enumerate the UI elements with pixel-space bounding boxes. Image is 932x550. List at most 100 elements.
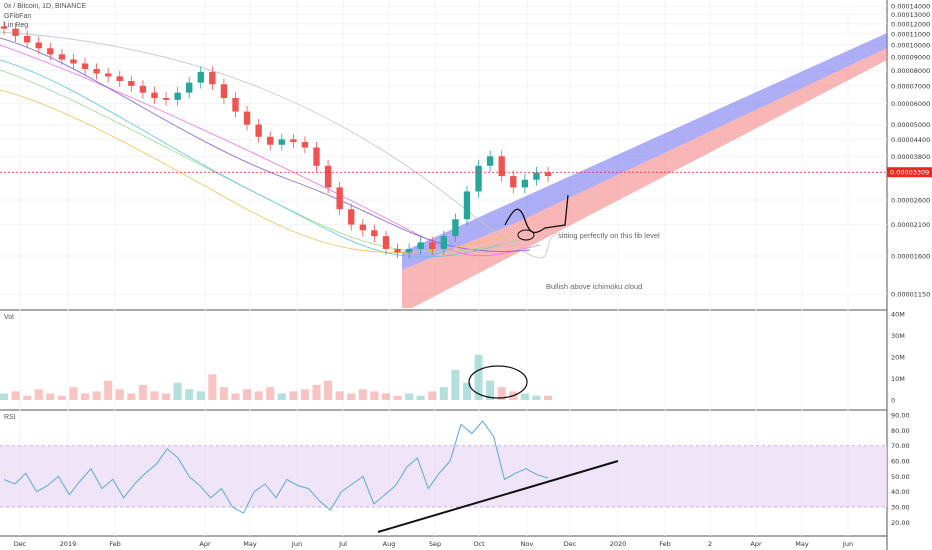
- volume-bar: [277, 393, 286, 400]
- price-tick-label: 0.00001150: [891, 291, 930, 299]
- price-tick-label: 0.00004400: [891, 136, 930, 144]
- candle: [139, 80, 147, 99]
- volume-bar: [23, 395, 32, 400]
- candle: [313, 141, 320, 172]
- candle-body: [174, 92, 181, 100]
- candle: [151, 87, 158, 104]
- time-tick-label: Apr: [199, 540, 211, 548]
- annotation-ichimoku: Bullish above ichimoku cloud: [546, 282, 643, 291]
- price-tick-label: 0.00007000: [891, 82, 930, 90]
- candle-body: [440, 236, 448, 249]
- volume-tick-label: 20M: [891, 354, 905, 362]
- candle-body: [359, 224, 366, 231]
- candle: [429, 236, 436, 255]
- candle-body: [58, 54, 66, 60]
- candle: [405, 243, 413, 259]
- price-tick-label: 0.00010000: [891, 41, 930, 49]
- candle: [544, 166, 552, 182]
- annotation-fib: sitting perfectly on this fib level: [558, 231, 660, 240]
- volume-bar: [266, 387, 275, 400]
- candle-body: [452, 219, 459, 237]
- rsi-tick-label: 20.00: [891, 519, 910, 527]
- time-tick-label: Jun: [842, 540, 853, 548]
- candle: [255, 119, 262, 143]
- volume-bar: [208, 374, 217, 400]
- candle-body: [255, 124, 262, 137]
- candle: [521, 174, 529, 194]
- volume-bar: [219, 387, 228, 400]
- candle: [81, 57, 89, 75]
- volume-bar: [474, 354, 483, 400]
- candle: [209, 66, 216, 91]
- rsi-pane: [0, 420, 887, 533]
- candle: [162, 92, 170, 106]
- candle-body: [336, 187, 343, 210]
- candle: [394, 243, 401, 259]
- moving-average-line: [0, 89, 511, 254]
- time-tick-label: Apr: [750, 540, 762, 548]
- volume-bar: [462, 382, 472, 400]
- candle-body: [382, 236, 390, 249]
- volume-bar: [358, 389, 367, 400]
- candle: [382, 230, 390, 255]
- price-tick-label: 0.00014000: [891, 3, 930, 11]
- price-tick-label: 0.00002100: [891, 221, 930, 229]
- candle: [463, 185, 471, 226]
- candle-body: [104, 73, 112, 77]
- price-tick-label: 0.00005000: [891, 121, 930, 129]
- candle-body: [267, 136, 274, 145]
- moving-average-line: [0, 37, 531, 252]
- candle: [475, 160, 482, 198]
- candle-body: [81, 63, 89, 70]
- candle-body: [498, 156, 505, 177]
- candle: [104, 67, 112, 83]
- volume-tick-label: 0: [891, 397, 895, 405]
- volume-bar: [104, 380, 113, 400]
- volume-bar: [254, 391, 263, 400]
- last-price-tag: [887, 167, 932, 178]
- volume-bar: [289, 391, 298, 400]
- highlight-circle: [517, 229, 535, 241]
- candle: [278, 133, 285, 151]
- volume-bar: [11, 391, 20, 400]
- candle-body: [186, 82, 193, 93]
- candle: [70, 53, 77, 70]
- candle-body: [232, 98, 239, 112]
- rsi-tick-label: 40.00: [891, 488, 910, 496]
- volume-bar: [335, 391, 344, 400]
- candle: [267, 131, 274, 151]
- time-axis: Dec 2019 Feb Apr May Jun Jul Aug Sep Oct Nov Dec 202…: [14, 540, 853, 548]
- price-tick-label: 0.00013000: [891, 11, 930, 19]
- candle: [498, 150, 505, 182]
- volume-bar: [416, 395, 425, 400]
- candle: [301, 136, 309, 154]
- candle: [486, 150, 494, 172]
- candle: [348, 203, 355, 231]
- volume-bar: [92, 391, 101, 400]
- time-tick-label: Sep: [429, 540, 441, 548]
- candle: [371, 224, 378, 243]
- volume-bar: [312, 384, 321, 400]
- time-tick-label: Feb: [109, 540, 121, 548]
- price-tick-label: 0.00002600: [891, 196, 930, 204]
- price-tick-label: 0.00009000: [891, 53, 930, 61]
- moving-average-line: [0, 44, 541, 257]
- volume-bar: [150, 391, 159, 400]
- time-tick-label: Aug: [383, 540, 396, 548]
- price-tick-label: 0.00001600: [891, 252, 930, 260]
- candle-body: [533, 172, 540, 180]
- volume-highlight-circle: [468, 365, 528, 399]
- candle-body: [116, 76, 123, 82]
- volume-bar: [231, 393, 240, 400]
- candle: [186, 77, 193, 99]
- candle-body: [93, 69, 100, 74]
- candle: [35, 36, 42, 55]
- candle: [417, 236, 424, 255]
- volume-bar: [138, 384, 147, 400]
- volume-pane: [0, 354, 553, 400]
- candle-body: [35, 42, 42, 49]
- candle-body: [128, 81, 135, 86]
- indicator-gfibfan: GFibFan: [4, 13, 32, 20]
